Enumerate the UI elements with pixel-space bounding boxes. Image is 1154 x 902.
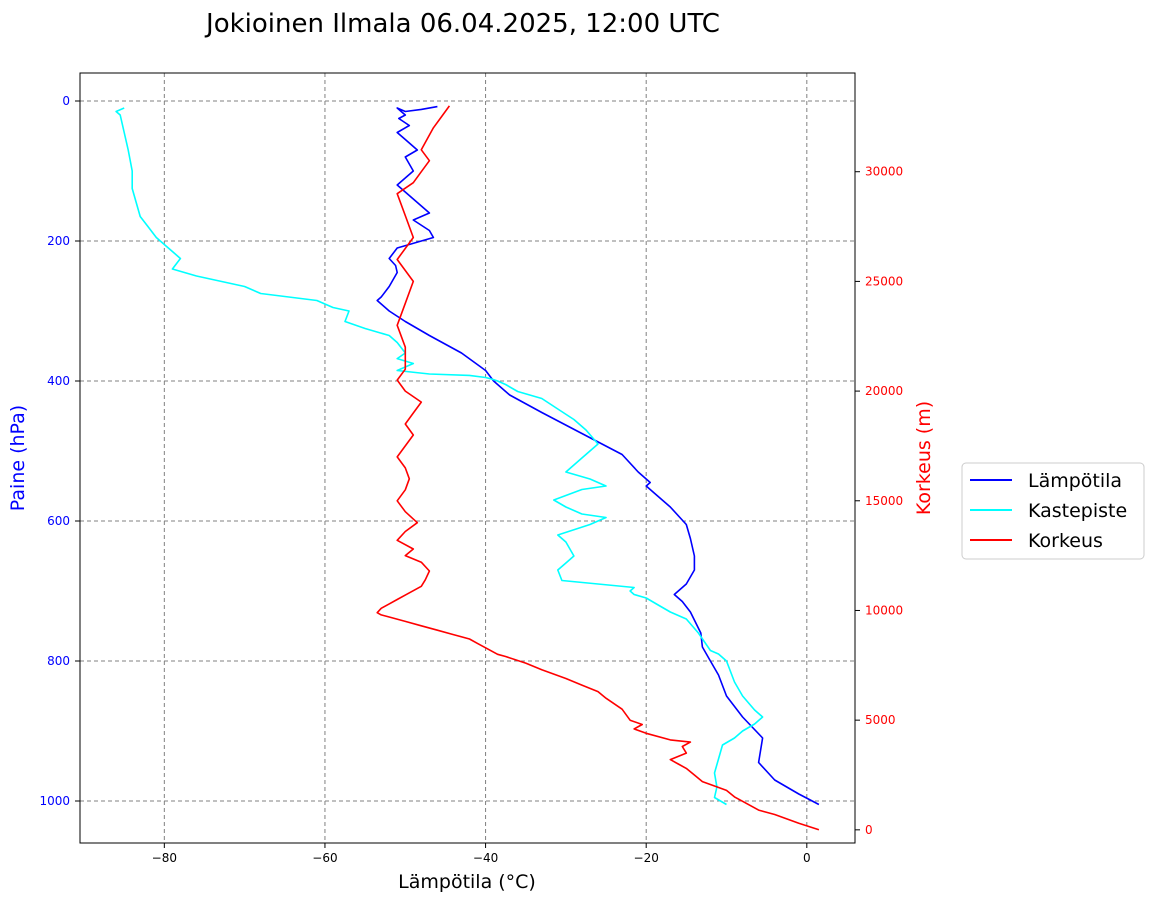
chart-title: Jokioinen Ilmala 06.04.2025, 12:00 UTC [204,9,720,39]
x-axis: −80 −60 −40 −20 0 [152,843,811,865]
y-right-tick-label: 0 [865,823,873,837]
x-axis-label: Lämpötila (°C) [398,871,536,893]
y-left-tick-label: 400 [47,374,70,388]
x-tick-label: −40 [473,851,498,865]
y-axis-right-label: Korkeus (m) [913,401,935,515]
x-tick-label: 0 [803,851,811,865]
y-left-tick-label: 800 [47,654,70,668]
x-tick-label: −20 [634,851,659,865]
y-axis-left-label: Paine (hPa) [7,405,29,511]
y-left-tick-label: 0 [62,94,70,108]
y-axis-right: 0 5000 10000 15000 20000 25000 30000 [855,165,903,837]
series-line-kastepiste [115,107,764,806]
x-tick-label: −80 [152,851,177,865]
legend-frame [961,462,1145,560]
series-line-lampotila [376,105,820,806]
y-right-tick-label: 30000 [865,165,903,179]
y-right-tick-label: 5000 [865,713,896,727]
y-right-tick-label: 15000 [865,494,903,508]
y-left-tick-label: 200 [47,234,70,248]
y-right-tick-label: 25000 [865,274,903,288]
legend-label-korkeus: Korkeus [1028,530,1103,552]
y-right-tick-label: 20000 [865,384,903,398]
y-left-tick-label: 600 [47,514,70,528]
legend-label-kastepiste: Kastepiste [1028,500,1127,522]
y-left-tick-label: 1000 [39,794,70,808]
legend-label-lampotila: Lämpötila [1028,470,1122,492]
series-layer [115,105,820,831]
grid [80,73,855,843]
plot-frame [79,72,856,844]
y-right-tick-label: 10000 [865,603,903,617]
series-line-korkeus [376,105,820,831]
x-tick-label: −60 [312,851,337,865]
y-axis-left: 0 200 400 600 800 1000 [39,94,80,808]
legend: Lämpötila Kastepiste Korkeus [961,462,1145,560]
